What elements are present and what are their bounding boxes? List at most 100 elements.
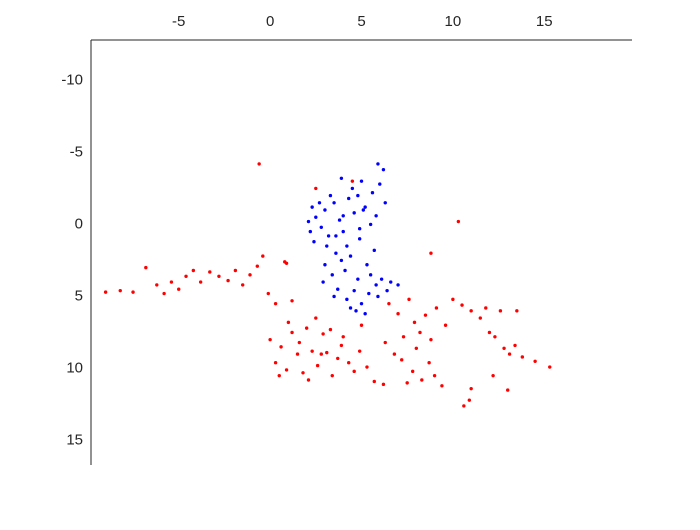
scatter-point	[284, 368, 289, 372]
y-tick-label: 0	[75, 215, 83, 232]
scatter-point	[368, 222, 373, 227]
y-tick-label: 5	[75, 287, 83, 304]
scatter-point	[341, 335, 345, 339]
scatter-point	[368, 273, 373, 277]
scatter-point	[326, 234, 331, 238]
scatter-point	[401, 335, 406, 339]
scatter-point	[348, 254, 353, 258]
scatter-point	[389, 280, 393, 284]
scatter-point	[155, 283, 159, 287]
scatter-point	[336, 356, 340, 361]
scatter-point	[341, 214, 345, 218]
scatter-point	[374, 283, 378, 287]
scatter-point	[410, 369, 415, 374]
scatter-point	[385, 288, 389, 293]
scatter-point	[434, 306, 439, 310]
x-tick-label: 0	[266, 13, 274, 30]
scatter-point	[374, 214, 378, 218]
scatter-point	[376, 162, 380, 166]
scatter-point	[414, 346, 419, 351]
scatter-point	[372, 379, 376, 384]
scatter-point	[548, 365, 552, 369]
scatter-point	[314, 186, 318, 191]
scatter-point	[191, 268, 196, 273]
scatter-point	[306, 219, 311, 224]
scatter-point	[379, 277, 384, 281]
scatter-point	[381, 167, 386, 172]
scatter-point	[317, 201, 322, 205]
scatter-point	[363, 205, 367, 209]
scatter-point	[286, 320, 291, 325]
scatter-point	[348, 306, 353, 310]
scatter-point	[328, 193, 333, 198]
scatter-point	[310, 349, 314, 353]
scatter-point	[343, 268, 347, 273]
x-tick-label: -5	[172, 13, 185, 30]
scatter-point	[352, 211, 356, 215]
scatter-point	[432, 373, 437, 378]
scatter-point	[169, 280, 174, 284]
scatter-point	[314, 316, 318, 320]
scatter-point	[469, 386, 473, 391]
scatter-point	[261, 254, 265, 258]
scatter-point	[350, 179, 355, 183]
scatter-point	[513, 343, 517, 348]
scatter-point	[336, 287, 340, 291]
scatter-point	[383, 201, 387, 205]
scatter-point	[177, 287, 181, 291]
scatter-point	[283, 260, 287, 264]
y-tick-label: 10	[66, 359, 83, 376]
scatter-point	[396, 283, 400, 287]
scatter-point	[273, 361, 278, 365]
scatter-point	[484, 306, 488, 310]
scatter-point	[268, 337, 272, 342]
scatter-point	[378, 182, 382, 186]
scatter-point	[310, 205, 314, 209]
scatter-point	[308, 229, 313, 234]
scatter-point	[255, 264, 260, 268]
scatter-point	[412, 320, 417, 325]
scatter-point	[392, 352, 397, 356]
scatter-point	[312, 239, 316, 244]
scatter-point	[350, 186, 355, 191]
scatter-point	[365, 365, 369, 369]
scatter-point	[257, 162, 261, 166]
x-tick-label: 15	[536, 13, 553, 30]
scatter-point	[370, 191, 375, 195]
y-tick-label: -10	[61, 71, 83, 88]
scatter-point	[359, 301, 364, 306]
scatter-point	[387, 301, 391, 306]
scatter-point	[420, 378, 424, 382]
scatter-point	[357, 349, 362, 353]
x-tick-label: 5	[357, 13, 365, 30]
scatter-point	[184, 274, 188, 278]
y-tick-label: -5	[70, 143, 83, 160]
scatter-point	[118, 288, 122, 293]
scatter-point	[354, 309, 358, 313]
scatter-point	[290, 330, 294, 335]
scatter-point	[418, 330, 422, 335]
scatter-point	[321, 280, 325, 284]
scatter-point	[363, 312, 367, 316]
scatter-point	[273, 301, 278, 306]
scatter-point	[396, 312, 400, 316]
scatter-point	[334, 251, 338, 255]
scatter-point	[217, 274, 221, 278]
scatter-point	[306, 378, 311, 382]
scatter-point	[297, 340, 302, 345]
scatter-point	[103, 290, 108, 294]
scatter-point	[507, 352, 512, 356]
scatter-point	[131, 290, 135, 294]
scatter-point	[208, 270, 212, 274]
scatter-point	[248, 273, 252, 277]
scatter-point	[323, 263, 327, 267]
scatter-point	[319, 352, 323, 356]
scatter-point	[339, 176, 344, 181]
scatter-point	[405, 381, 409, 385]
scatter-point	[314, 215, 318, 219]
scatter-point	[491, 373, 495, 378]
scatter-point	[460, 303, 464, 307]
scatter-point	[429, 337, 433, 342]
scatter-point	[400, 358, 404, 362]
